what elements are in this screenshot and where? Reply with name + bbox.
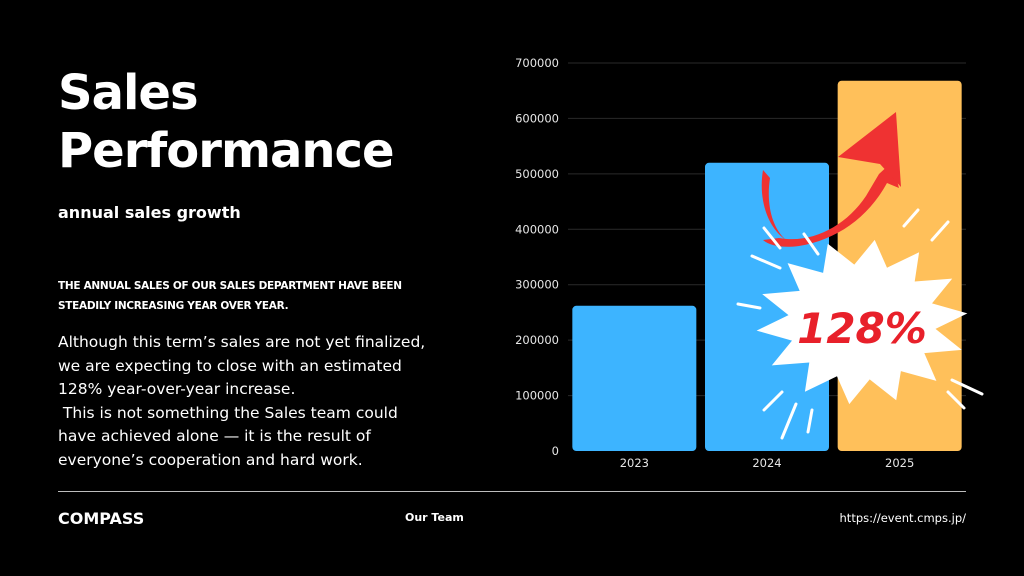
emphasis-ray <box>762 226 782 250</box>
emphasis-ray <box>950 378 984 396</box>
y-tick-label: 400000 <box>515 222 559 236</box>
body-line-4: This is not something the Sales team cou… <box>58 403 398 422</box>
footer-divider <box>58 491 966 492</box>
arrow-head-icon <box>838 112 901 187</box>
body-line-1: Although this term’s sales are not yet f… <box>58 333 426 351</box>
body-paragraph: Although this term’s sales are not yet f… <box>58 331 478 472</box>
emphasis-ray <box>802 232 820 256</box>
body-line-6: everyone’s cooperation and hard work. <box>58 450 363 469</box>
emphasis-ray <box>750 254 782 270</box>
slide-title: Sales Performance <box>58 64 395 180</box>
y-tick-label: 300000 <box>515 278 559 292</box>
y-tick-label: 100000 <box>515 389 559 403</box>
x-tick-label: 2025 <box>885 456 914 470</box>
y-tick-label: 500000 <box>515 167 559 181</box>
arrow-tail-icon <box>761 170 786 240</box>
caps-line-1: THE ANNUAL SALES OF OUR SALES DEPARTMENT… <box>58 280 402 292</box>
sales-bar-chart: 0 100000 200000 300000 400000 500000 600000 700… <box>515 56 984 470</box>
y-tick-label: 200000 <box>515 333 559 347</box>
y-tick-label: 600000 <box>515 111 559 125</box>
slide-subtitle: annual sales growth <box>58 203 241 222</box>
emphasis-ray <box>946 390 966 410</box>
emphasis-ray <box>902 208 920 228</box>
body-line-3: 128% year-over-year increase. <box>58 380 296 398</box>
caps-line-2: STEADILY INCREASING YEAR OVER YEAR. <box>58 300 289 312</box>
brand-logo: COMPASS <box>58 509 145 528</box>
team-label: Our Team <box>405 511 464 524</box>
x-tick-label: 2024 <box>752 456 781 470</box>
x-tick-label: 2023 <box>620 456 649 470</box>
title-line-2: Performance <box>58 123 395 179</box>
emphasis-ray <box>930 220 950 242</box>
emphasis-ray <box>762 390 784 412</box>
emphasis-ray <box>806 408 814 434</box>
y-tick-label: 0 <box>552 444 559 458</box>
footer-url[interactable]: https://event.cmps.jp/ <box>839 511 966 525</box>
emphasis-ray <box>736 302 762 310</box>
caps-heading: THE ANNUAL SALES OF OUR SALES DEPARTMENT… <box>58 276 478 316</box>
body-line-5: have achieved alone — it is the result o… <box>58 427 371 445</box>
bar-2023 <box>572 305 697 451</box>
title-line-1: Sales <box>58 65 199 121</box>
emphasis-ray <box>780 402 798 440</box>
body-line-2: we are expecting to close with an estima… <box>58 356 402 375</box>
growth-callout-label: 128% <box>797 304 927 353</box>
y-tick-label: 700000 <box>515 56 559 70</box>
starburst-icon <box>756 239 968 405</box>
trend-arrow-icon <box>763 162 899 247</box>
bar-2024 <box>705 162 829 451</box>
